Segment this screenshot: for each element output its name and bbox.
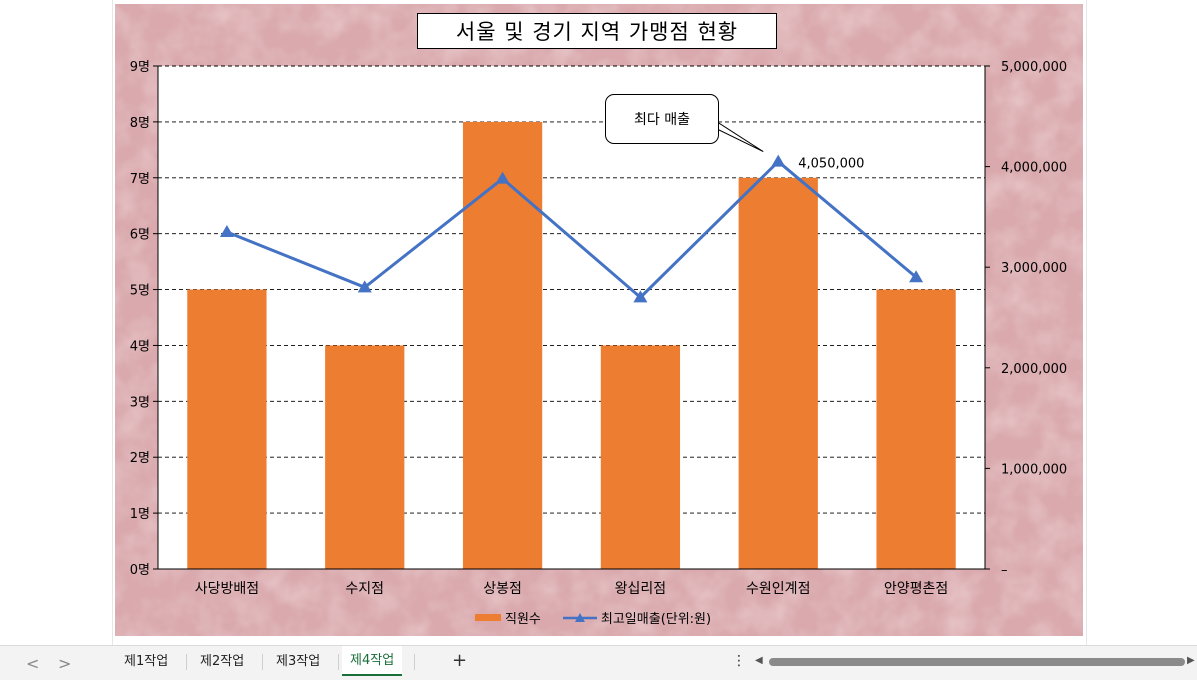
tab-sheet-2[interactable]: 제2작업 — [200, 654, 245, 669]
plot-area — [158, 66, 985, 569]
sheet-margin-left — [0, 0, 113, 645]
legend-label-sales: 최고일매출(단위:원) — [600, 612, 712, 627]
tab-divider — [338, 654, 339, 670]
scrollbar-thumb[interactable] — [769, 658, 1185, 666]
y-left-tick-label: 5명 — [130, 284, 150, 299]
y-left-tick-label: 2명 — [130, 451, 150, 466]
chart-svg: 0명 1명 2명 3명 4명 5명 6명 7명 8명 9명 – 1,000,000 2,000,000 3… — [115, 4, 1083, 636]
scroll-left-icon[interactable]: ◀ — [755, 655, 763, 666]
tab-divider — [414, 654, 415, 670]
legend-swatch-line — [562, 612, 597, 624]
y-right-tick-label: 3,000,000 — [1001, 261, 1067, 276]
x-tick-label: 상봉점 — [483, 581, 522, 597]
scroll-right-icon[interactable]: ▶ — [1187, 655, 1195, 666]
bar — [462, 121, 543, 569]
y-left-tick-label: 4명 — [130, 339, 150, 354]
x-tick-label: 왕십리점 — [615, 581, 667, 597]
y-right-tick-label: 2,000,000 — [1001, 362, 1067, 377]
x-tick-label: 안양평촌점 — [884, 581, 948, 597]
line-point-marker — [357, 280, 372, 293]
y-right-tick-label: 4,000,000 — [1001, 161, 1067, 176]
bar — [738, 177, 818, 569]
x-tick-label: 수지점 — [345, 581, 384, 597]
x-tick-label: 사당방배점 — [195, 581, 259, 597]
data-label: 4,050,000 — [798, 157, 864, 172]
more-options-icon[interactable]: ⋮ — [732, 653, 746, 669]
y-left-tick-label: 3명 — [130, 395, 150, 410]
horizontal-scrollbar[interactable]: ◀ ▶ — [755, 655, 1195, 669]
y-left-tick-label: 8명 — [130, 116, 150, 131]
tab-sheet-1[interactable]: 제1작업 — [124, 654, 169, 669]
legend-swatch-bar — [475, 614, 501, 621]
line-point-marker — [633, 290, 648, 303]
bar — [325, 345, 405, 569]
tab-sheet-4[interactable]: 제4작업 — [342, 646, 403, 676]
sheet-tab-bar: < > 제1작업 제2작업 제3작업 제4작업 + ⋮ ◀ ▶ — [0, 645, 1197, 680]
line-point-marker — [495, 171, 510, 184]
x-tick-label: 수원인계점 — [746, 581, 810, 597]
legend-item-sales: 최고일매출(단위:원) — [562, 608, 712, 627]
y-left-tick-label: 0명 — [130, 563, 150, 578]
tab-divider — [186, 654, 187, 670]
y-left-tick-label: 7명 — [130, 172, 150, 187]
tab-nav-prev-icon[interactable]: < — [26, 654, 40, 673]
add-sheet-icon[interactable]: + — [452, 650, 468, 671]
line-point-marker — [771, 154, 786, 167]
y-right-tick-label: – — [1001, 563, 1008, 578]
line-point-marker — [909, 270, 924, 283]
legend-item-staff: 직원수 — [475, 608, 541, 627]
callout-max-sales: 최다 매출 — [605, 94, 719, 144]
chart-title: 서울 및 경기 지역 가맹점 현황 — [417, 13, 777, 49]
y-left-tick-label: 1명 — [130, 507, 150, 522]
chart-legend: 직원수 최고일매출(단위:원) — [475, 608, 711, 627]
combo-chart[interactable]: 0명 1명 2명 3명 4명 5명 6명 7명 8명 9명 – 1,000,000 2,000,000 3… — [115, 4, 1083, 636]
bar — [600, 345, 681, 569]
sheet-area: 0명 1명 2명 3명 4명 5명 6명 7명 8명 9명 – 1,000,000 2,000,000 3… — [0, 0, 1197, 645]
y-right-tick-label: 5,000,000 — [1001, 60, 1067, 75]
y-left-tick-label: 6명 — [130, 228, 150, 243]
legend-label-staff: 직원수 — [505, 612, 541, 627]
bar — [187, 289, 267, 569]
tab-divider — [262, 654, 263, 670]
sheet-margin-right — [1086, 0, 1197, 645]
y-left-tick-label: 9명 — [130, 60, 150, 75]
line-point-marker — [219, 224, 234, 237]
tab-sheet-3[interactable]: 제3작업 — [276, 654, 321, 669]
tab-nav-next-icon[interactable]: > — [58, 654, 72, 673]
series-line-sales — [226, 160, 918, 299]
bar — [876, 289, 956, 569]
y-right-tick-label: 1,000,000 — [1001, 462, 1067, 477]
